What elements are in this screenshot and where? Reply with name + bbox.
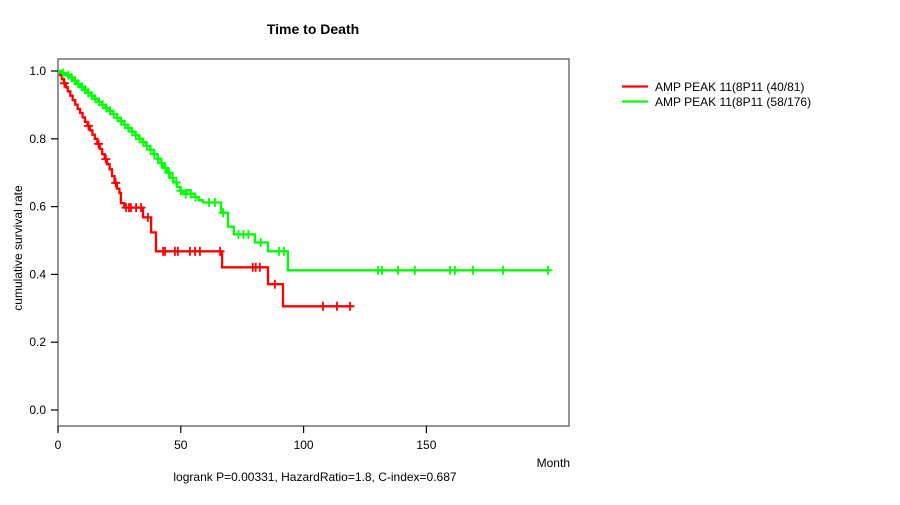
y-tick-label: 0.2 [29,335,46,349]
legend: AMP PEAK 11(8P11 (40/81) AMP PEAK 11(8P1… [622,80,811,109]
km-curve-green [58,69,550,272]
x-tick-label: 100 [294,438,314,452]
legend-label-red: AMP PEAK 11(8P11 (40/81) [655,80,804,94]
y-tick-label: 0.4 [29,267,46,281]
y-tick-label: 0.6 [29,200,46,214]
plot-title: Time to Death [267,21,359,37]
censor-marks-green [58,68,553,275]
x-tick-label: 50 [174,438,188,452]
y-axis-label: cumulative survival rate [11,185,25,311]
survival-curves [58,68,553,311]
legend-label-green: AMP PEAK 11(8P11 (58/176) [655,95,811,109]
x-tick-label: 0 [55,438,62,452]
x-tick-label: 150 [416,438,436,452]
plot-box [57,58,570,427]
y-tick-label: 0.0 [29,403,46,417]
y-tick-label: 0.8 [29,132,46,146]
footer-annotation: logrank P=0.00331, HazardRatio=1.8, C-in… [173,470,457,484]
x-axis-label: Month [537,456,570,470]
y-tick-label: 1.0 [29,64,46,78]
censor-marks-red [59,78,355,311]
axes: 0.0 0.2 0.4 0.6 0.8 1.0 0 50 100 150 [29,64,436,452]
